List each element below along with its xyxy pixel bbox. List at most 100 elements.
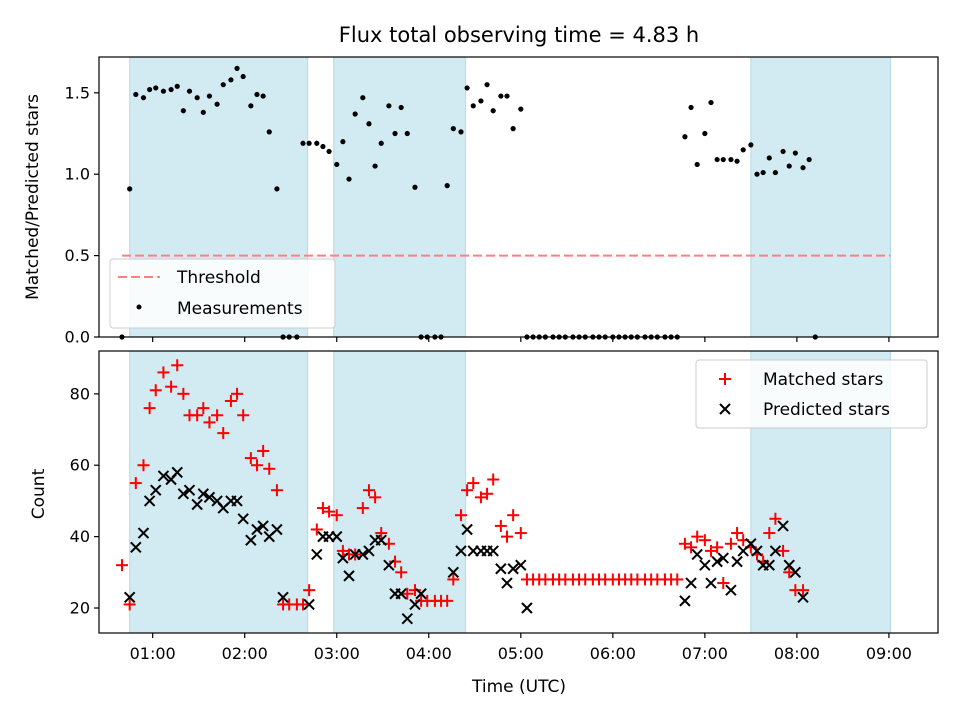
x-tick-label-7: 08:00 — [774, 644, 820, 663]
measurement-point-57 — [498, 93, 504, 99]
bottom-x-ticks: 01:00 02:00 03:00 04:00 05:00 06:00 07:00 08:00… — [130, 633, 912, 663]
measurement-point-28 — [306, 140, 312, 146]
measurement-point-89 — [708, 99, 714, 106]
measurement-point-1 — [127, 186, 133, 192]
matched-point-91 — [717, 577, 730, 590]
measurement-point-104 — [806, 156, 812, 163]
measurement-point-18 — [240, 73, 246, 80]
measurement-point-53 — [470, 103, 476, 109]
measurement-point-36 — [360, 95, 366, 101]
predicted-point-30 — [343, 570, 355, 582]
predicted-point-17 — [237, 513, 249, 525]
chart-title: Flux total observing time = 4.83 h — [339, 23, 699, 47]
predicted-point-5 — [157, 470, 170, 482]
measurement-point-86 — [688, 104, 694, 111]
predicted-point-1 — [130, 541, 142, 554]
measurement-point-31 — [326, 148, 332, 155]
matched-point-85 — [678, 537, 691, 550]
predicted-point-24 — [303, 598, 315, 611]
matched-point-22 — [263, 462, 276, 475]
measurement-point-12 — [200, 109, 206, 115]
legend-matched-swatch — [719, 373, 731, 385]
predicted-point-48 — [487, 545, 499, 557]
predicted-point-54 — [679, 595, 691, 607]
measurement-point-101 — [786, 163, 792, 169]
measurement-point-7 — [168, 86, 174, 93]
predicted-point-42 — [447, 566, 460, 579]
predicted-point-44 — [461, 523, 473, 536]
measurement-point-39 — [378, 140, 384, 146]
matched-point-37 — [362, 484, 375, 497]
matched-point-88 — [698, 534, 711, 547]
measurement-point-55 — [484, 82, 490, 88]
predicted-point-33 — [363, 545, 375, 557]
predicted-point-12 — [203, 491, 216, 504]
x-tick-label-3: 04:00 — [406, 644, 452, 663]
matched-point-59 — [507, 509, 520, 522]
matched-point-41 — [389, 555, 402, 568]
predicted-point-52 — [515, 559, 527, 571]
x-tick-label-5: 06:00 — [590, 644, 636, 663]
x-tick-label-8: 09:00 — [866, 644, 912, 663]
matched-point-28 — [303, 584, 316, 597]
predicted-point-41 — [415, 588, 427, 600]
matched-point-39 — [375, 527, 388, 540]
predicted-point-16 — [231, 495, 243, 507]
measurement-point-32 — [334, 161, 340, 168]
measurement-point-27 — [300, 140, 306, 146]
predicted-point-65 — [751, 545, 763, 557]
measurement-point-54 — [478, 98, 484, 104]
measurement-point-97 — [760, 169, 766, 176]
predicted-point-11 — [197, 488, 210, 500]
predicted-point-51 — [507, 563, 519, 575]
top-y-ticks: 0.0 0.5 1.0 1.5 — [65, 83, 99, 347]
predicted-point-39 — [401, 613, 414, 625]
measurement-point-103 — [800, 165, 806, 171]
measurement-point-37 — [366, 121, 372, 127]
measurement-point-41 — [392, 130, 398, 137]
measurement-point-15 — [220, 82, 226, 88]
bottom-y-tick-label-0: 20 — [70, 599, 90, 618]
matched-point-31 — [323, 505, 336, 518]
matched-point-1 — [123, 598, 136, 611]
matched-point-8 — [171, 359, 184, 372]
measurement-point-6 — [160, 88, 167, 94]
measurement-point-20 — [254, 91, 260, 98]
matched-point-20 — [250, 459, 263, 472]
predicted-point-9 — [183, 484, 196, 496]
matched-point-36 — [356, 502, 369, 515]
matched-point-89 — [704, 544, 717, 557]
matched-point-0 — [116, 559, 129, 572]
matched-point-3 — [137, 459, 150, 472]
predicted-point-69 — [777, 520, 789, 532]
matched-point-103 — [797, 584, 810, 597]
matched-point-92 — [724, 537, 737, 550]
top-axes-frame — [98, 56, 939, 338]
predicted-point-19 — [251, 523, 263, 536]
matched-point-56 — [487, 473, 500, 486]
measurement-point-92 — [728, 156, 734, 163]
predicted-point-43 — [455, 545, 467, 557]
legend-predicted-swatch — [719, 403, 731, 415]
predicted-point-25 — [311, 548, 323, 561]
measurement-point-8 — [174, 83, 180, 89]
measurement-point-38 — [372, 163, 378, 169]
top-shaded-interval-2 — [750, 56, 891, 338]
measurement-point-11 — [194, 95, 200, 101]
measurement-point-2 — [133, 91, 139, 98]
measurement-point-10 — [186, 88, 193, 94]
matched-point-58 — [500, 530, 513, 543]
predicted-point-38 — [395, 588, 407, 600]
predicted-point-18 — [245, 534, 257, 546]
matched-point-99 — [769, 512, 782, 525]
matched-stars-points — [116, 359, 810, 611]
predicted-point-72 — [797, 591, 809, 604]
measurement-point-9 — [180, 108, 186, 114]
top-y-tick-label-1: 0.5 — [65, 246, 90, 265]
predicted-point-53 — [521, 602, 533, 614]
top-panel: 0.0 0.5 1.0 1.5 Matched/Predicted stars Thr… — [23, 56, 939, 347]
predicted-point-3 — [143, 495, 156, 507]
matched-point-49 — [441, 594, 454, 607]
predicted-point-60 — [717, 552, 729, 564]
